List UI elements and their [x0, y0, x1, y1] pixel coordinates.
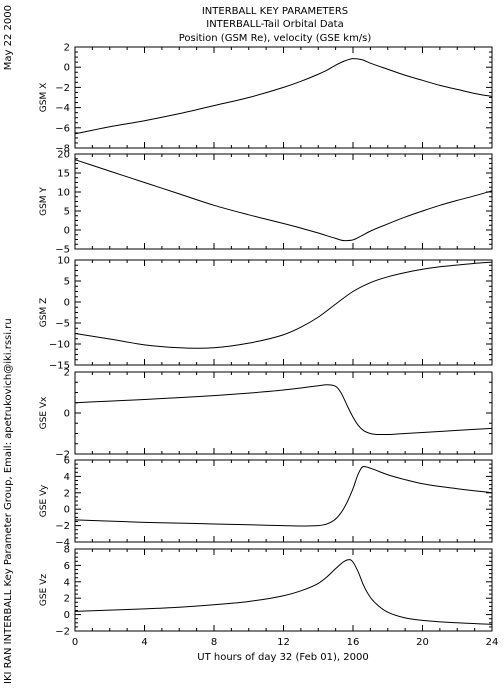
- y-axis-label: GSM X: [39, 83, 49, 112]
- y-tick-label: 8: [64, 545, 70, 556]
- y-tick-label: 0: [64, 409, 70, 420]
- y-axis-label: GSM Y: [39, 187, 49, 216]
- y-tick-label: 6: [64, 456, 70, 467]
- y-tick-label: −6: [55, 123, 70, 134]
- x-tick-label: 0: [72, 637, 78, 648]
- y-axis-label: GSM Z: [39, 298, 49, 327]
- series-line: [74, 559, 493, 625]
- y-tick-label: −5: [55, 319, 70, 330]
- y-tick-label: 6: [64, 561, 70, 572]
- date-stamp: May 22 2000: [3, 5, 14, 70]
- x-axis-label: UT hours of day 32 (Feb 01), 2000: [197, 652, 368, 663]
- y-tick-label: −2: [55, 521, 70, 532]
- y-tick-label: 20: [57, 150, 70, 161]
- y-tick-label: 10: [57, 188, 70, 199]
- y-tick-label: 2: [64, 594, 70, 605]
- y-tick-label: 4: [64, 577, 70, 588]
- y-tick-label: 2: [64, 43, 70, 54]
- x-tick-label: 20: [416, 637, 429, 648]
- panel-frame: [74, 371, 493, 455]
- series-line: [74, 58, 493, 135]
- y-tick-label: −4: [55, 103, 70, 114]
- y-tick-label: 5: [64, 277, 70, 288]
- y-tick-label: 0: [64, 226, 70, 237]
- panel-frame: [74, 46, 493, 149]
- y-axis-label: GSE Vx: [39, 396, 49, 429]
- y-tick-label: 5: [64, 207, 70, 218]
- panel-frame: [74, 459, 493, 543]
- x-tick-label: 4: [141, 637, 147, 648]
- series-line: [74, 466, 493, 527]
- y-tick-label: −2: [55, 627, 70, 638]
- chart-title: INTERBALL KEY PARAMETERS: [202, 6, 348, 17]
- chart-subtitle: INTERBALL-Tail Orbital Data: [206, 19, 343, 30]
- y-tick-label: 4: [64, 472, 70, 483]
- credit-label: IKI RAN INTERBALL Key Parameter Group, E…: [3, 318, 14, 684]
- y-tick-label: −5: [55, 245, 70, 256]
- y-tick-label: −2: [55, 450, 70, 461]
- series-line: [74, 261, 493, 349]
- x-tick-label: 8: [211, 637, 217, 648]
- y-tick-label: 15: [57, 169, 70, 180]
- y-tick-label: −4: [55, 538, 70, 549]
- y-tick-label: 2: [64, 488, 70, 499]
- y-tick-label: −15: [49, 361, 70, 372]
- panel-frame: [74, 548, 493, 632]
- y-tick-label: 0: [64, 505, 70, 516]
- y-axis-label: GSE Vz: [39, 574, 49, 606]
- y-tick-label: −10: [49, 340, 70, 351]
- y-tick-label: 0: [64, 610, 70, 621]
- panel-frame: [74, 153, 493, 250]
- y-tick-label: 10: [57, 256, 70, 267]
- y-tick-label: −2: [55, 83, 70, 94]
- series-line: [74, 384, 493, 436]
- x-tick-label: 16: [347, 637, 360, 648]
- y-tick-label: 2: [64, 368, 70, 379]
- panel-frame: [74, 259, 493, 366]
- y-tick-label: 0: [64, 298, 70, 309]
- x-tick-label: 12: [277, 637, 290, 648]
- y-tick-label: 0: [64, 63, 70, 74]
- y-axis-label: GSE Vy: [39, 484, 49, 517]
- x-tick-label: 24: [486, 637, 499, 648]
- chart-description: Position (GSM Re), velocity (GSE km/s): [179, 33, 372, 44]
- y-tick-label: −8: [55, 144, 70, 155]
- series-line: [74, 159, 493, 242]
